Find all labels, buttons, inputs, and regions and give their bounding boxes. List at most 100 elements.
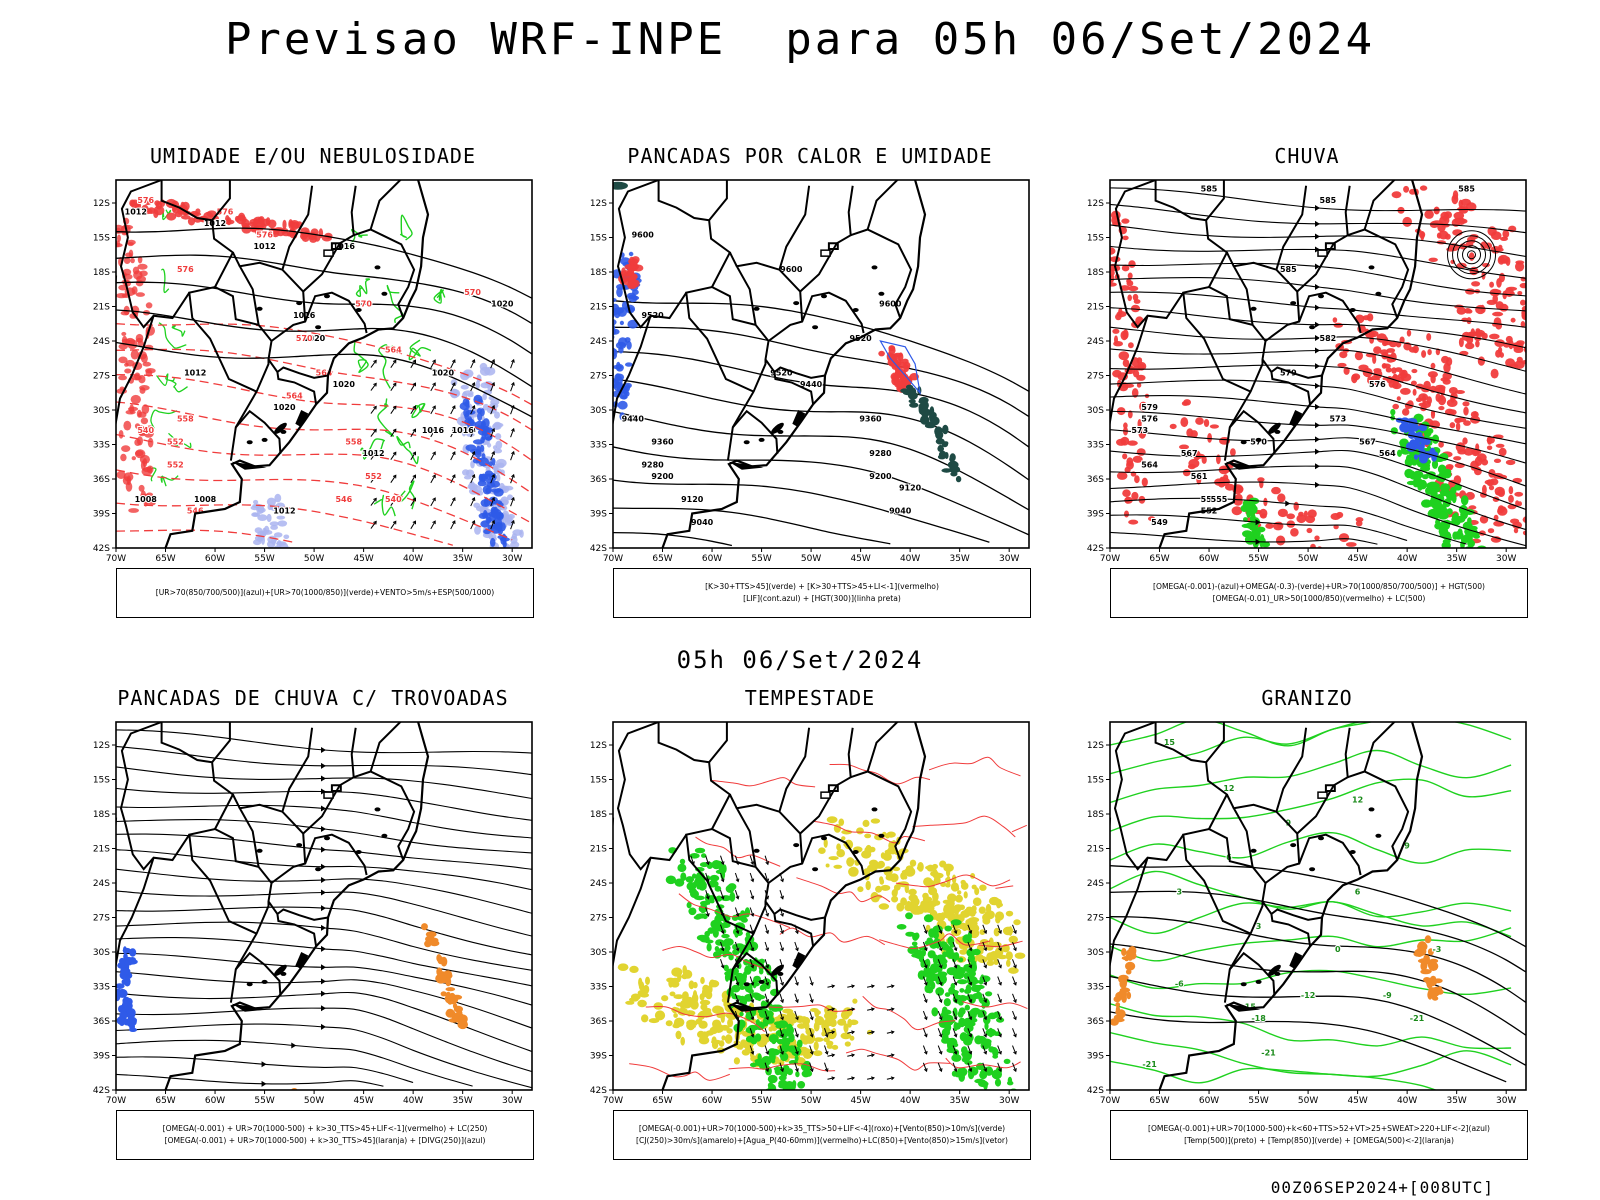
field-shading [908,399,916,404]
lon-tick-label: 50W [1298,554,1318,564]
lon-tick-label: 65W [1149,554,1169,564]
wind-vector-head [890,1030,895,1035]
border-line [1226,252,1235,267]
lon-tick-label: 40W [403,1096,423,1106]
wind-vector [430,474,436,484]
field-shading [1379,349,1389,356]
field-shading [1305,515,1316,524]
field-shading [724,971,733,976]
field-shading [494,411,500,419]
field-shading [967,954,975,963]
field-shading [445,977,452,987]
field-shading [900,872,906,880]
field-shading [206,210,217,218]
wind-vector [430,428,436,438]
wind-vector-head [780,912,784,917]
lat-tick-label: 12S [590,741,607,751]
streamline [1110,531,1378,545]
wind-vector [470,359,475,369]
field-shading [224,219,235,225]
wind-vector [470,428,475,438]
streamline-arrow [321,775,326,782]
wind-vector [867,1054,875,1057]
field-shading [1118,351,1130,361]
wind-vector-head [968,999,973,1004]
wind-vector-head [373,359,377,364]
field-shading [1395,341,1402,348]
field-shading [904,867,916,877]
lon-tick-label: 50W [304,554,324,564]
field-shading [791,1046,802,1057]
df-marker [820,249,831,257]
streamline-arrow [1255,519,1261,526]
cyclone-circulation [1452,235,1492,275]
field-shading [753,975,761,983]
field-shading [143,429,154,438]
wind-vector [690,855,695,865]
lake [355,850,362,854]
panel-pancadas-trovoadas: PANCADAS DE CHUVA C/ TROVOADAS 12S 15S 18S 2… [78,686,548,1178]
field-shading [932,954,939,964]
wind-vector [390,498,397,506]
lake [1274,429,1281,434]
field-shading [1338,533,1350,543]
wind-vector-head [735,878,740,883]
field-shading [870,818,881,824]
field-shading [1505,459,1516,466]
wind-vector-head [471,451,476,455]
lat-tick-label: 36S [93,475,110,485]
field-shading [971,978,977,986]
field-shading [1354,351,1363,361]
streamline-arrow [1315,382,1320,389]
border-line [1223,409,1276,461]
panel-legend: [K>30+TTS>45](verde) + [K>30+TTS>45+LI<-… [613,568,1031,618]
field-shading [688,980,695,990]
field-shading [671,967,683,977]
field-shading [744,907,751,918]
field-shading [802,1016,811,1025]
field-shading [1431,996,1439,1001]
lon-tick-label: 60W [1199,1096,1219,1106]
legend-line: [CJ(250)>30m/s](amarelo)+[Agua_P(40-60mm… [636,1136,1008,1145]
streamline-arrow [321,876,326,883]
wind-vector [937,959,942,968]
contour-label: 1016 [452,426,475,435]
border-line [735,803,804,868]
wind-vector-head [452,405,456,410]
wind-vector-head [795,1016,799,1021]
field-shading [949,943,955,948]
field-shading [1259,508,1268,518]
lat-tick-label: 21S [590,303,607,313]
legend-line: [LIF](cont.azul) + [HGT(300)](linha pret… [743,594,901,603]
field-shading [949,453,956,462]
field-shading [270,525,278,530]
field-shading [465,444,477,452]
lon-tick-label: 70W [106,554,126,564]
field-shading [885,833,890,839]
field-shading [127,339,138,350]
wind-vector [370,406,377,414]
field-shading [796,1039,803,1048]
field-shading [947,893,957,903]
wind-vector-head [412,405,416,410]
field-shading [686,901,692,909]
field-shading [710,919,720,929]
field-shading [1520,321,1526,328]
field-shading [1136,374,1146,381]
border-line [1154,722,1229,830]
field-shading [1437,464,1447,474]
contour-label: 9280 [641,461,664,470]
field-shading [1183,399,1191,406]
field-shading [637,989,648,996]
field-shading [282,219,287,230]
streamline-arrow [321,846,326,853]
wind-vector-head [780,947,784,952]
wind-vector [470,451,475,461]
field-shading [1409,451,1414,459]
panel-title: CHUVA [1274,144,1340,168]
wind-vector [867,1031,875,1034]
lagoa-mirim [770,422,784,435]
field-shading [495,458,507,468]
field-shading [707,880,719,888]
field-shading [625,362,633,367]
